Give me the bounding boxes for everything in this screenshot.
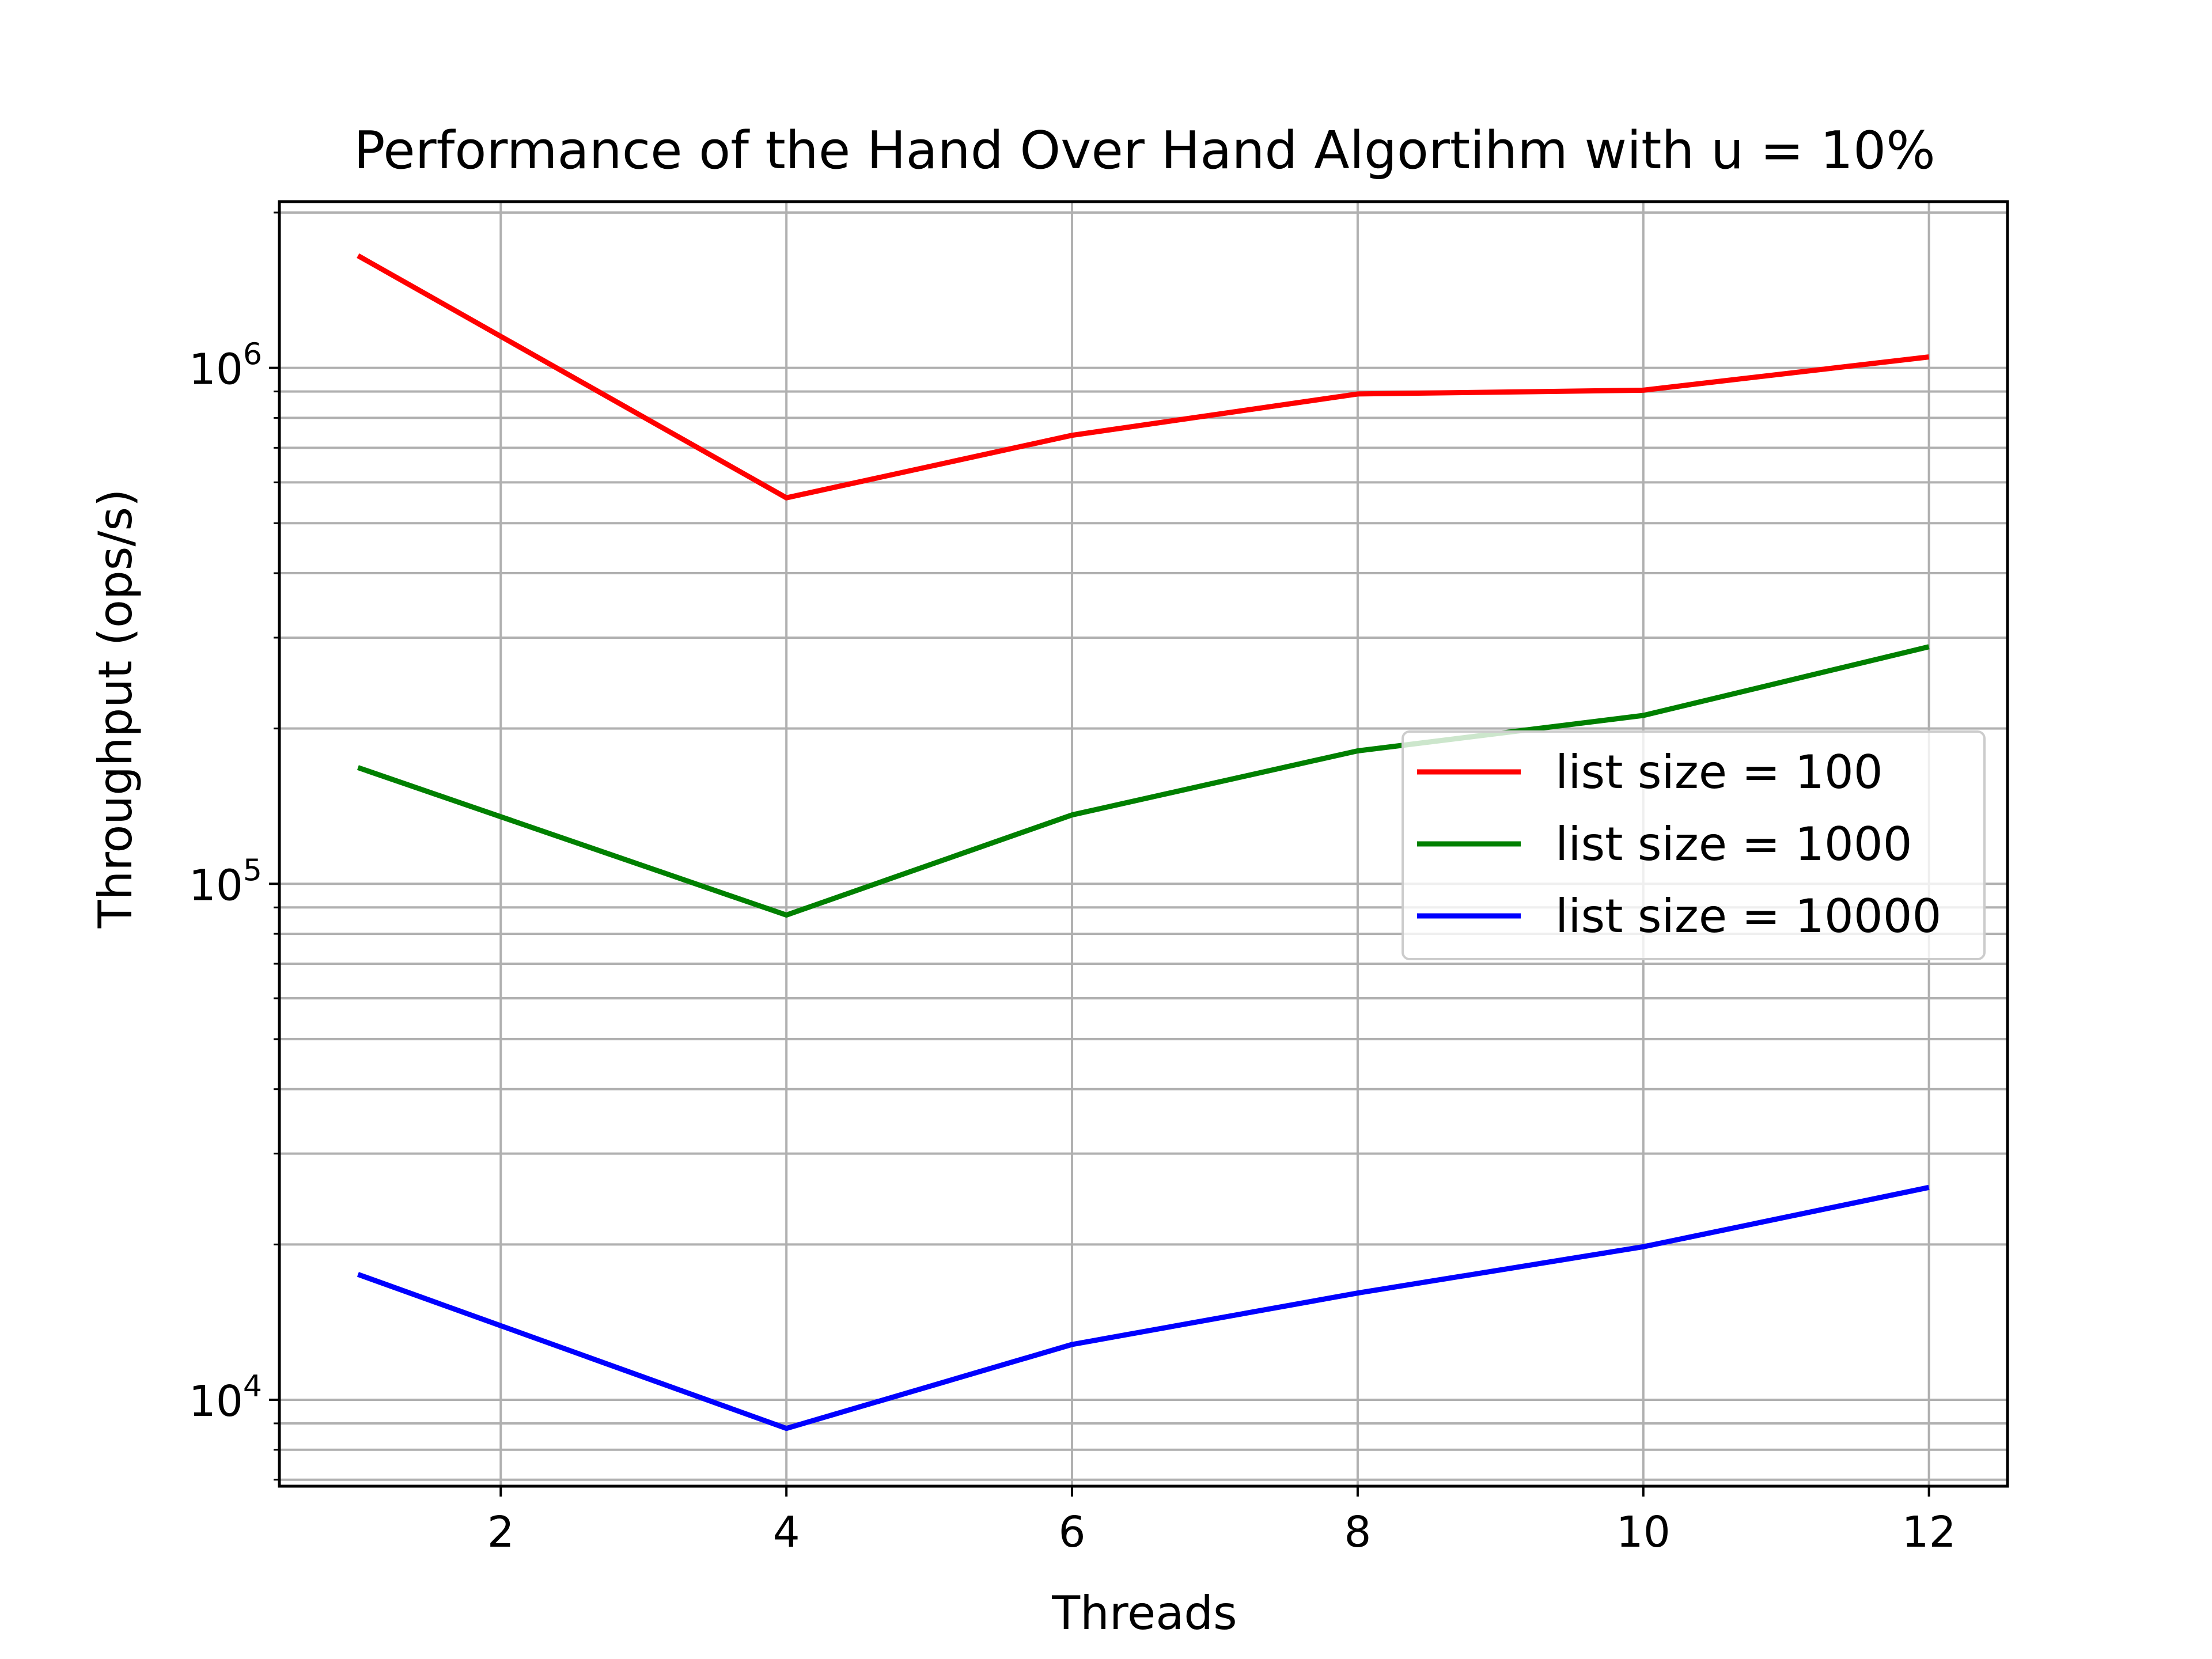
data-point: [786, 914, 787, 915]
data-point: [1643, 715, 1644, 716]
y-axis-ticks: 104 105 106: [189, 211, 279, 1481]
x-tick-label: 2: [487, 1508, 514, 1557]
x-tick-label: 8: [1344, 1508, 1371, 1557]
legend: list size = 100 list size = 1000 list size…: [1402, 730, 1986, 960]
x-axis-label: Threads: [1051, 1586, 1237, 1640]
legend-box: [1402, 730, 1986, 960]
y-tick-label: 105: [189, 853, 262, 910]
plot-frame: [278, 200, 2009, 1488]
legend-label: list size = 1000: [1555, 817, 1912, 871]
data-point: [1357, 1293, 1358, 1294]
x-tick-label: 4: [773, 1508, 800, 1557]
data-point: [357, 1274, 358, 1275]
x-tick-label: 12: [1902, 1508, 1956, 1557]
data-point: [1071, 815, 1073, 816]
data-point: [357, 255, 358, 256]
data-point: [357, 767, 358, 768]
data-point: [1643, 1246, 1644, 1247]
data-point: [1357, 393, 1358, 395]
series-2: [357, 644, 1930, 918]
data-point: [786, 1428, 787, 1429]
x-tick-label: 10: [1616, 1508, 1671, 1557]
series-line: [357, 644, 1930, 918]
data-point: [1071, 1344, 1073, 1345]
y-tick-label: 104: [189, 1369, 262, 1426]
series-1: [357, 253, 1930, 501]
series-3: [357, 1184, 1930, 1431]
series-lines: [357, 253, 1930, 1431]
series-line: [357, 1184, 1930, 1431]
data-point: [1929, 1187, 1930, 1188]
y-axis-label: Throughput (ops/s): [89, 489, 142, 929]
y-tick-label: 106: [189, 338, 262, 395]
data-point: [1929, 357, 1930, 358]
legend-label: list size = 100: [1555, 745, 1883, 799]
data-point: [1071, 435, 1073, 436]
data-point: [1643, 389, 1644, 391]
x-tick-label: 6: [1058, 1508, 1085, 1557]
data-point: [786, 497, 787, 498]
x-axis-ticks: 2 4 6 8 10 12: [487, 1486, 1956, 1557]
legend-label: list size = 10000: [1555, 889, 1941, 943]
data-point: [1357, 750, 1358, 751]
data-point: [1929, 646, 1930, 647]
series-line: [357, 253, 1930, 501]
chart-title: Performance of the Hand Over Hand Algort…: [354, 120, 1936, 181]
